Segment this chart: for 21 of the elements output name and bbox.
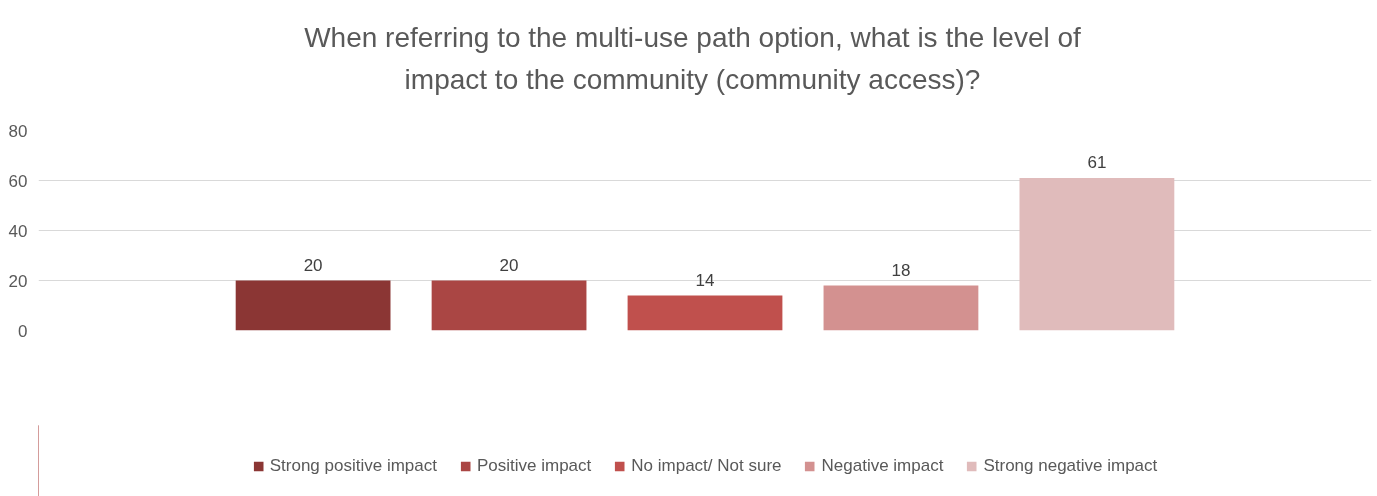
legend-label: Positive impact	[476, 456, 592, 476]
y-tick-label: 40	[8, 221, 28, 241]
legend-label: No impact/ Not sure	[631, 456, 782, 476]
bar	[1019, 178, 1175, 331]
y-tick-label: 20	[8, 271, 28, 291]
legend-label: Negative impact	[821, 456, 944, 476]
data-label: 61	[1087, 153, 1107, 172]
legend-label: Strong positive impact	[269, 456, 437, 476]
bar	[235, 280, 391, 331]
data-label: 20	[499, 255, 519, 275]
y-tick-label: 80	[8, 121, 28, 141]
data-label: 18	[891, 260, 911, 280]
data-label: 14	[695, 270, 715, 290]
bar	[823, 285, 979, 331]
chart-title: When referring to the multi-use path option, what is the level of impact to the community (community access)?	[304, 21, 1081, 97]
y-tick-label: 0	[18, 321, 28, 341]
legend-label: Strong negative impact	[983, 456, 1158, 476]
data-label: 20	[303, 255, 323, 275]
bar	[431, 280, 587, 331]
y-tick-label: 60	[8, 171, 28, 191]
bar	[627, 295, 783, 331]
